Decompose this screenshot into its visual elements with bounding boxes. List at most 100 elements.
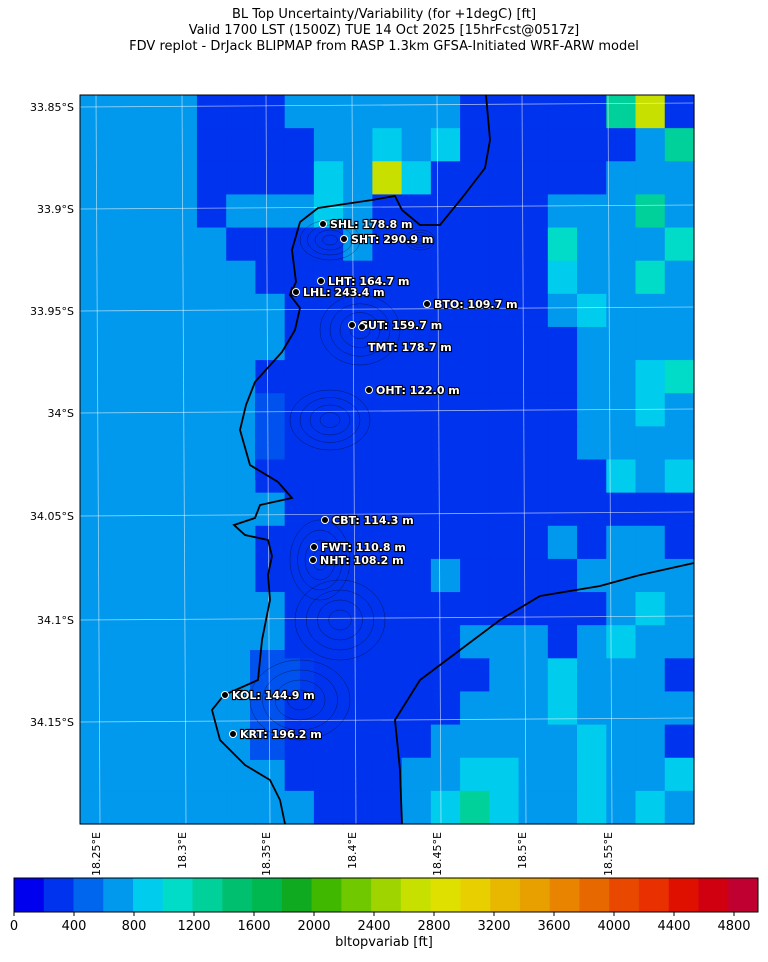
field-cell [80, 724, 110, 759]
field-cell [664, 95, 695, 129]
lat-tick-label: 33.85°S [30, 101, 74, 114]
field-cell [606, 227, 637, 262]
field-cell [635, 194, 666, 229]
field-cell [138, 161, 169, 196]
field-cell [430, 426, 461, 461]
field-cell [196, 326, 227, 361]
field-cell [80, 227, 110, 262]
station-label: KOL: 144.9 m [232, 689, 315, 702]
station-marker [365, 386, 373, 394]
field-cell [196, 260, 227, 295]
field-cell [577, 459, 607, 494]
field-cell [489, 525, 520, 560]
field-cell [606, 757, 637, 792]
field-cell [635, 128, 666, 162]
field-cell [138, 426, 169, 461]
field-cell [547, 95, 578, 129]
field-cell [577, 227, 607, 262]
field-cell [635, 724, 666, 759]
field-cell [226, 558, 257, 593]
colorbar-tick-label: 4000 [597, 919, 630, 934]
field-cell [430, 194, 461, 229]
field-cell [255, 293, 286, 328]
field-cell [664, 658, 695, 693]
field-cell [489, 558, 520, 593]
field-cell [372, 426, 403, 461]
field-cell [138, 757, 169, 792]
field-cell [430, 592, 461, 626]
field-cell [518, 724, 549, 759]
field-cell [167, 558, 198, 593]
field-cell [109, 128, 140, 162]
field-cell [577, 326, 607, 361]
field-cell [255, 525, 286, 560]
meridian [521, 94, 527, 825]
colorbar-segment [579, 878, 610, 912]
contour-line [289, 519, 351, 601]
field-cell [372, 757, 403, 792]
station-marker [221, 691, 229, 699]
contour-line [307, 224, 353, 256]
field-cell [577, 260, 607, 295]
contour-line [404, 229, 436, 251]
field-cell [547, 194, 578, 229]
field-cell [547, 724, 578, 759]
field-cell [109, 393, 140, 427]
field-cell [489, 625, 520, 659]
field-cell [430, 326, 461, 361]
field-cell [547, 360, 578, 394]
field-cell [460, 658, 490, 693]
field-cell [255, 492, 286, 527]
field-cell [401, 592, 432, 626]
field-cell [635, 360, 666, 394]
field-cell [196, 293, 227, 328]
lat-tick-label: 33.9°S [37, 203, 74, 216]
field-cell [489, 95, 520, 129]
colorbar-tick-label: 1200 [177, 919, 210, 934]
field-cell [518, 658, 549, 693]
lon-tick-label: 18.45°E [431, 832, 444, 876]
field-cell [460, 194, 490, 229]
parallel [79, 102, 695, 108]
colorbar-segment [73, 878, 104, 912]
field-cell [255, 260, 286, 295]
field-cell [196, 95, 227, 129]
field-cell [577, 95, 607, 129]
field-cell [430, 227, 461, 262]
colorbar-tick-label: 4800 [717, 919, 750, 934]
field-cell [401, 161, 432, 196]
field-cell [430, 724, 461, 759]
field-cell [635, 757, 666, 792]
contour-line [299, 219, 361, 261]
field-cell [430, 525, 461, 560]
field-cell [635, 658, 666, 693]
field-cell [226, 492, 257, 527]
field-cell [518, 360, 549, 394]
title-line-3: FDV replot - DrJack BLIPMAP from RASP 1.… [129, 39, 639, 54]
field-cell [80, 592, 110, 626]
field-cell [664, 326, 695, 361]
field-cell [167, 525, 198, 560]
colorbar-segment [698, 878, 729, 912]
field-cell [664, 360, 695, 394]
field-cell [138, 658, 169, 693]
station-marker [340, 235, 348, 243]
coastline [211, 94, 491, 825]
field-cell [226, 360, 257, 394]
field-cell [518, 95, 549, 129]
field-cell [401, 293, 432, 328]
field-cell [635, 459, 666, 494]
field-cell [196, 492, 227, 527]
field-cell [284, 227, 315, 262]
colorbar-segment [609, 878, 640, 912]
colorbar-segment [519, 878, 551, 912]
field-cell [255, 95, 286, 129]
field-cell [138, 227, 169, 262]
field-cell [313, 260, 344, 295]
field-cell [109, 691, 140, 726]
lon-tick-label: 18.5°E [516, 832, 529, 869]
field-cell [226, 95, 257, 129]
station-label: FWT: 110.8 m [321, 541, 406, 554]
lon-tick-label: 18.55°E [602, 832, 615, 876]
field-cell [606, 724, 637, 759]
